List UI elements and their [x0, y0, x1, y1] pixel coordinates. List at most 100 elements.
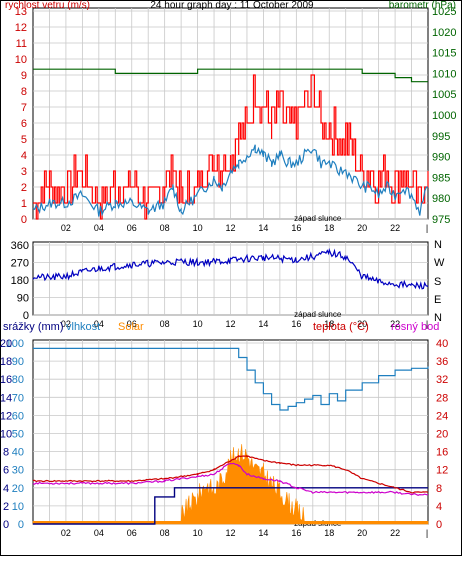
- pressure-y-tick-label: 1010: [432, 68, 456, 80]
- humidity-y-tick-label: 30: [12, 465, 24, 477]
- wind-chart-x-tick-label: 18: [324, 223, 334, 233]
- climate-chart-x-tick-label: 20: [357, 528, 367, 538]
- humidity-y-tick-label: 0: [18, 519, 24, 531]
- wind-chart-x-tick-label: 10: [193, 223, 203, 233]
- humidity-y-tick-label: 100: [6, 338, 24, 350]
- wind-y-tick-label: 9: [21, 70, 27, 82]
- wind-y-tick-label: 1: [21, 198, 27, 210]
- wind-y-tick-label: 13: [15, 6, 27, 18]
- temperature-y-tick-label: 28: [436, 392, 448, 404]
- temperature-y-tick-label: 8: [436, 483, 442, 495]
- rain-y-tick-label: 16: [0, 374, 12, 386]
- wind-chart-x-tick-label: 16: [291, 223, 301, 233]
- dewpoint-legend: rosný bod: [391, 321, 439, 333]
- climate-chart-x-tick-label: 22: [390, 528, 400, 538]
- wind-chart-x-tick-label: 04: [94, 223, 104, 233]
- rain-y-tick-label: 10: [0, 429, 12, 441]
- pressure-y-tick-label: 1005: [432, 89, 456, 101]
- direction-chart-x-tick-label: 20: [357, 319, 367, 329]
- temperature-y-tick-label: 24: [436, 410, 448, 422]
- wind-y-tick-label: 5: [21, 134, 27, 146]
- humidity-y-tick-label: 20: [12, 483, 24, 495]
- compass-label: N: [434, 312, 442, 324]
- pressure-y-tick-label: 995: [432, 131, 450, 143]
- direction-chart-x-tick-label: 16: [291, 319, 301, 329]
- humidity-y-tick-label: 40: [12, 447, 24, 459]
- pressure-y-tick-label: 985: [432, 172, 450, 184]
- wind-y-tick-label: 10: [15, 54, 27, 66]
- direction-chart-x-tick-label: 14: [258, 319, 268, 329]
- temperature-y-tick-label: 40: [436, 338, 448, 350]
- wind-y-tick-label: 11: [16, 38, 27, 50]
- compass-label: W: [434, 257, 445, 269]
- rain-y-tick-label: 14: [0, 392, 12, 404]
- direction-chart-x-tick-label: 18: [324, 319, 334, 329]
- wind-chart-x-tick-label: 12: [225, 223, 235, 233]
- dewpoint-series: [32, 462, 429, 496]
- humidity-series: [33, 347, 429, 411]
- climate-chart-x-tick-label: 18: [324, 528, 334, 538]
- direction-y-tick-label: 270: [11, 258, 29, 270]
- direction-chart-x-tick-label: 22: [390, 319, 400, 329]
- rain-series: [33, 487, 428, 525]
- compass-label: S: [434, 276, 441, 288]
- wind-y-tick-label: 0: [21, 214, 27, 226]
- wind-chart-x-tick-label: 06: [127, 223, 137, 233]
- compass-label: N: [434, 239, 442, 251]
- rain-y-tick-label: 2: [3, 501, 9, 513]
- temperature-legend: teplota (°C): [313, 321, 369, 333]
- wind-y-tick-label: 6: [21, 118, 27, 130]
- wind-chart-x-tick-end: |: [426, 223, 428, 233]
- pressure-y-tick-label: 980: [432, 193, 450, 205]
- rain-y-tick-label: 4: [3, 483, 9, 495]
- rain-y-tick-label: 6: [3, 465, 9, 477]
- wind-chart-x-tick-label: 22: [390, 223, 400, 233]
- temperature-y-tick-label: 4: [436, 501, 442, 513]
- wind-y-tick-label: 4: [21, 150, 27, 162]
- rain-legend: srážky (mm): [3, 321, 64, 333]
- temperature-y-tick-label: 32: [436, 374, 448, 386]
- temperature-series: [32, 455, 429, 494]
- climate-chart-x-tick-label: 12: [225, 528, 235, 538]
- solar-area: [32, 444, 429, 525]
- wind-y-tick-label: 3: [21, 166, 27, 178]
- rain-y-tick-label: 18: [0, 356, 12, 368]
- wind-y-tick-label: 7: [21, 102, 27, 114]
- climate-chart-x-tick-label: 10: [193, 528, 203, 538]
- wind-chart-x-tick-label: 02: [61, 223, 71, 233]
- wind-y-tick-label: 12: [15, 22, 27, 34]
- wind-chart-x-tick-label: 14: [258, 223, 268, 233]
- direction-y-tick-label: 90: [17, 293, 29, 305]
- pressure-y-tick-label: 1020: [432, 27, 456, 39]
- temperature-y-tick-label: 20: [436, 429, 448, 441]
- rain-y-tick-label: 0: [3, 519, 9, 531]
- temperature-y-tick-label: 12: [436, 465, 448, 477]
- climate-chart-x-tick-label: 16: [291, 528, 301, 538]
- climate-chart-x-tick-label: 06: [127, 528, 137, 538]
- wind-chart-annotation: západ slunce: [294, 214, 342, 223]
- temperature-y-tick-label: 0: [436, 519, 442, 531]
- climate-chart-x-tick-end: |: [426, 528, 428, 538]
- direction-chart-x-tick-label: 10: [193, 319, 203, 329]
- chart-title: 24 hour graph day : 11 October 2009: [150, 0, 314, 11]
- pressure-y-tick-label: 1000: [432, 110, 456, 122]
- humidity-legend: vlhkost: [66, 321, 100, 333]
- humidity-y-tick-label: 60: [12, 410, 24, 422]
- solar-legend: Solar: [118, 321, 144, 333]
- climate-chart-x-tick-label: 02: [61, 528, 71, 538]
- climate-chart-x-tick-label: 04: [94, 528, 104, 538]
- rain-y-tick-label: 20: [0, 338, 12, 350]
- pressure-series: [33, 68, 428, 83]
- direction-chart-x-tick-label: 12: [225, 319, 235, 329]
- compass-label: E: [434, 294, 441, 306]
- temperature-y-tick-label: 36: [436, 356, 448, 368]
- wind-y-tick-label: 2: [21, 182, 27, 194]
- humidity-y-tick-label: 10: [12, 501, 24, 513]
- rain-y-tick-label: 12: [0, 410, 12, 422]
- pressure-y-axis-label: barometr (hPa): [389, 0, 456, 11]
- direction-chart-x-tick-label: 04: [94, 319, 104, 329]
- direction-chart-annotation: západ slunce: [294, 310, 342, 319]
- wind-chart-x-tick-label: 08: [160, 223, 170, 233]
- direction-series: [32, 247, 429, 290]
